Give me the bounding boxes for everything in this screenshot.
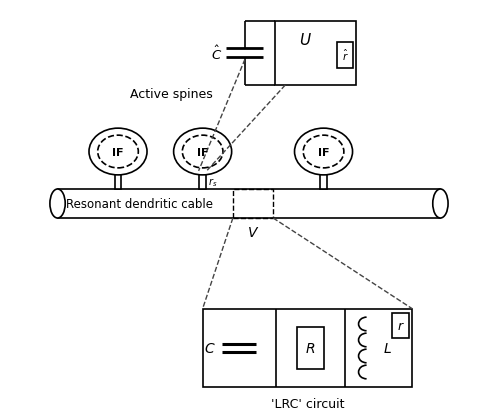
Bar	[232, 190, 273, 218]
Bar	[58, 190, 439, 218]
Bar	[275, 21, 355, 86]
Text: IF: IF	[196, 147, 208, 157]
Bar	[320, 174, 326, 190]
Text: $C$: $C$	[204, 341, 216, 355]
Ellipse shape	[294, 129, 352, 176]
Bar	[337, 43, 352, 69]
Text: Active spines: Active spines	[130, 88, 212, 100]
Text: 'LRC' circuit: 'LRC' circuit	[270, 397, 344, 411]
Text: $L$: $L$	[383, 341, 392, 355]
Text: $R$: $R$	[305, 341, 315, 355]
Text: $V$: $V$	[246, 226, 259, 240]
Text: IF: IF	[317, 147, 329, 157]
Bar	[115, 174, 121, 190]
Bar	[199, 174, 205, 190]
Bar	[297, 327, 323, 369]
Bar	[391, 313, 408, 338]
Text: $\hat{C}$: $\hat{C}$	[210, 45, 221, 63]
Text: $r$: $r$	[396, 319, 404, 332]
Ellipse shape	[89, 129, 147, 176]
Text: $U$: $U$	[299, 31, 312, 47]
Ellipse shape	[432, 190, 447, 218]
Text: $\hat{r}$: $\hat{r}$	[341, 48, 348, 63]
Bar	[202, 309, 411, 387]
Text: $r_s$: $r_s$	[207, 176, 217, 188]
Text: Resonant dendritic cable: Resonant dendritic cable	[66, 197, 212, 211]
Ellipse shape	[50, 190, 65, 218]
Ellipse shape	[173, 129, 231, 176]
Text: IF: IF	[112, 147, 124, 157]
